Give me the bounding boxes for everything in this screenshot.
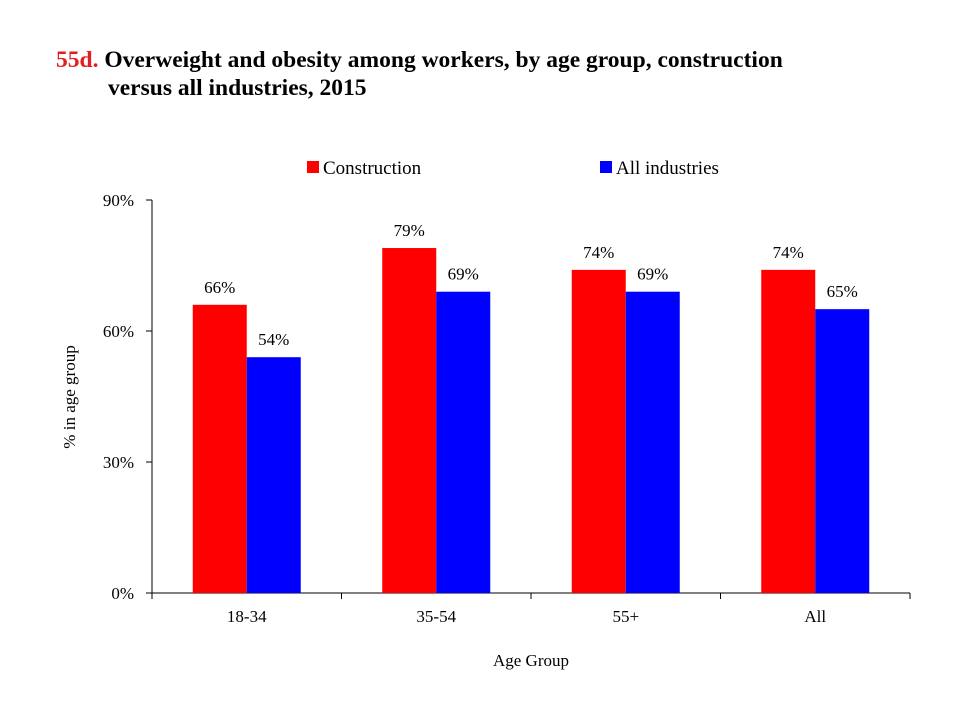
data-label: 74% — [583, 243, 614, 262]
x-tick-label: All — [804, 607, 826, 626]
data-label: 74% — [773, 243, 804, 262]
title-line-1: Overweight and obesity among workers, by… — [104, 47, 783, 73]
y-axis-title: % in age group — [60, 345, 79, 448]
data-label: 79% — [394, 221, 425, 240]
bar-all-industries — [815, 309, 870, 593]
x-tick-label: 55+ — [612, 607, 639, 626]
data-label: 65% — [827, 282, 858, 301]
data-label: 66% — [204, 278, 235, 297]
bar-all-industries — [625, 291, 680, 593]
bar-construction — [382, 248, 437, 594]
bar-all-industries — [436, 291, 491, 593]
y-tick-label: 90% — [103, 191, 134, 210]
legend-swatch-construction — [307, 161, 319, 173]
bar-construction — [761, 269, 816, 593]
data-label: 69% — [637, 265, 668, 284]
y-tick-label: 0% — [111, 584, 134, 603]
x-axis-title: Age Group — [493, 651, 569, 670]
data-label: 69% — [448, 265, 479, 284]
legend-label: Construction — [323, 158, 422, 179]
x-tick-label: 18-34 — [227, 607, 267, 626]
legend-swatch-all-industries — [600, 161, 612, 173]
bar-all-industries — [246, 357, 301, 593]
chart-title: 55d. Overweight and obesity among worker… — [56, 46, 936, 102]
bar-construction — [192, 304, 247, 593]
bar-construction — [571, 269, 626, 593]
data-label: 54% — [258, 330, 289, 349]
figure-number: 55d. — [56, 47, 99, 73]
y-tick-label: 30% — [103, 453, 134, 472]
title-line-2: versus all industries, 2015 — [108, 75, 367, 101]
y-tick-label: 60% — [103, 322, 134, 341]
legend-label: All industries — [616, 158, 719, 179]
x-tick-label: 35-54 — [416, 607, 456, 626]
